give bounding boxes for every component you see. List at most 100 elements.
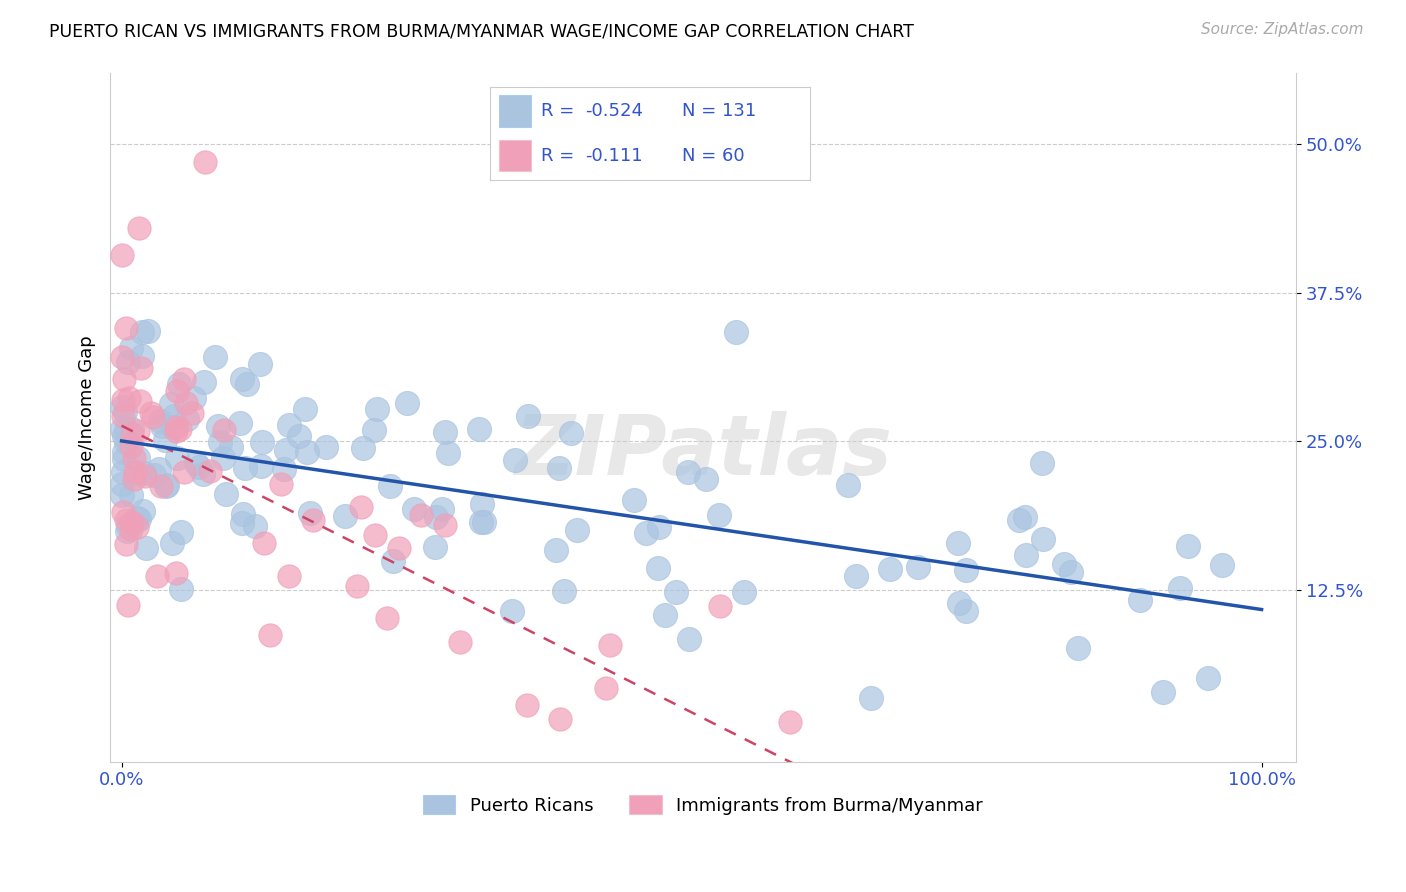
Point (437, 445, 460, 459)
Point (165, 424, 187, 438)
Point (114, 404, 136, 418)
Point (449, 635, 471, 649)
Point (121, 515, 143, 529)
Point (174, 396, 197, 410)
Point (474, 515, 496, 529)
Point (366, 401, 388, 416)
Point (183, 391, 205, 405)
Point (1067, 641, 1090, 656)
Point (678, 466, 700, 480)
Point (468, 422, 491, 436)
Point (111, 409, 134, 423)
Point (129, 393, 152, 408)
Point (162, 419, 184, 434)
Point (501, 605, 523, 619)
Point (546, 543, 568, 558)
Point (121, 422, 143, 436)
Point (117, 598, 139, 612)
Point (259, 628, 281, 642)
Point (207, 419, 229, 434)
Point (346, 579, 368, 593)
Point (725, 325, 748, 339)
Point (148, 462, 170, 476)
Point (219, 441, 242, 455)
Point (409, 508, 432, 522)
Point (131, 326, 153, 340)
Point (1060, 565, 1083, 579)
Point (132, 504, 155, 518)
Point (837, 478, 859, 492)
Point (112, 429, 135, 443)
Point (599, 639, 621, 653)
Point (294, 402, 316, 417)
Point (134, 468, 156, 483)
Point (111, 465, 134, 479)
Point (695, 471, 717, 485)
Point (120, 341, 142, 355)
Point (352, 441, 374, 455)
Point (276, 443, 298, 458)
Point (907, 560, 929, 574)
Point (665, 584, 688, 599)
Point (565, 523, 588, 537)
Point (142, 468, 165, 483)
Point (118, 391, 141, 405)
Point (127, 424, 149, 438)
Point (188, 459, 211, 474)
Point (111, 505, 134, 519)
Point (115, 434, 138, 449)
Point (516, 698, 538, 712)
Point (1053, 557, 1076, 571)
Point (315, 441, 337, 455)
Point (193, 467, 215, 481)
Point (955, 604, 977, 618)
Point (111, 421, 134, 435)
Point (165, 566, 187, 581)
Point (114, 513, 136, 527)
Point (148, 414, 170, 428)
Text: ZIPatlas: ZIPatlas (515, 411, 891, 492)
Point (1211, 558, 1233, 572)
Point (121, 426, 143, 441)
Point (879, 562, 901, 576)
Point (236, 377, 259, 392)
Point (425, 509, 447, 524)
Point (302, 513, 325, 527)
Point (129, 360, 152, 375)
Point (381, 554, 404, 568)
Point (278, 417, 301, 432)
Point (779, 714, 801, 729)
Point (142, 410, 165, 425)
Point (273, 462, 295, 476)
Point (548, 712, 571, 726)
Point (948, 596, 970, 610)
Point (163, 409, 186, 423)
Point (212, 451, 235, 466)
Point (160, 536, 183, 550)
Point (709, 599, 731, 613)
Point (733, 585, 755, 599)
Point (249, 458, 271, 473)
Point (204, 350, 226, 364)
Point (125, 510, 148, 524)
Point (208, 435, 231, 450)
Point (1129, 592, 1152, 607)
Point (112, 372, 135, 386)
Point (200, 464, 222, 478)
Point (117, 355, 139, 369)
Point (186, 456, 208, 470)
Point (166, 384, 188, 398)
Point (231, 372, 253, 386)
Point (1197, 671, 1219, 685)
Point (250, 435, 273, 450)
Point (402, 501, 425, 516)
Point (363, 423, 385, 437)
Point (120, 522, 142, 536)
Point (112, 452, 135, 467)
Point (955, 563, 977, 577)
Point (233, 461, 256, 475)
Point (128, 512, 150, 526)
Text: PUERTO RICAN VS IMMIGRANTS FROM BURMA/MYANMAR WAGE/INCOME GAP CORRELATION CHART: PUERTO RICAN VS IMMIGRANTS FROM BURMA/MY… (49, 22, 914, 40)
Point (135, 541, 157, 555)
Point (111, 488, 134, 502)
